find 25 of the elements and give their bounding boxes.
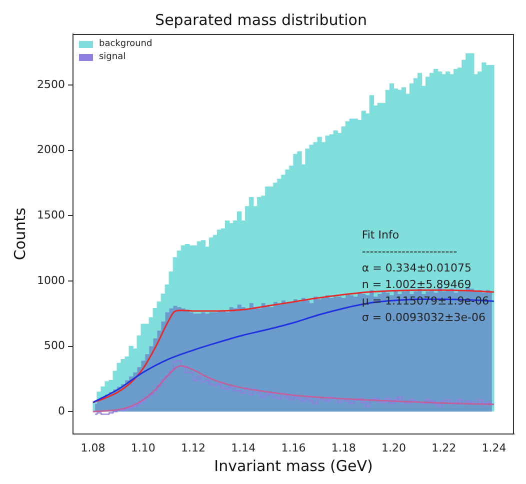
- annotation: n = 1.002±5.89469: [362, 278, 472, 291]
- x-tick-label: 1.12: [181, 441, 206, 454]
- y-tick-label: 2500: [36, 78, 65, 91]
- y-tick-label: 1000: [36, 274, 65, 287]
- legend-label: background: [98, 38, 152, 51]
- x-tick-label: 1.20: [381, 441, 406, 454]
- y-tick-label: 2000: [36, 143, 65, 156]
- annotation: Fit Info: [362, 228, 400, 242]
- annotation: ------------------------: [362, 244, 458, 258]
- x-tick-label: 1.16: [281, 441, 306, 454]
- y-axis-title: Counts: [10, 208, 29, 260]
- x-tick-label: 1.14: [231, 441, 256, 454]
- y-tick-label: 1500: [36, 208, 65, 222]
- x-tick-label: 1.22: [432, 441, 456, 454]
- y-tick-label: 500: [44, 339, 65, 352]
- x-tick-label: 1.18: [331, 441, 356, 454]
- annotation: α = 0.334±0.01075: [362, 261, 472, 274]
- x-axis-title: Invariant mass (GeV): [214, 456, 373, 475]
- x-tick-label: 1.08: [80, 441, 106, 454]
- y-tick-label: 0: [58, 404, 65, 418]
- annotation: σ = 0.0093032±3e-06: [362, 310, 486, 324]
- legend-label: signal: [98, 51, 126, 64]
- x-tick-label: 1.10: [130, 441, 156, 454]
- chart-title: Separated mass distribution: [155, 10, 367, 29]
- x-tick-label: 1.24: [482, 441, 506, 454]
